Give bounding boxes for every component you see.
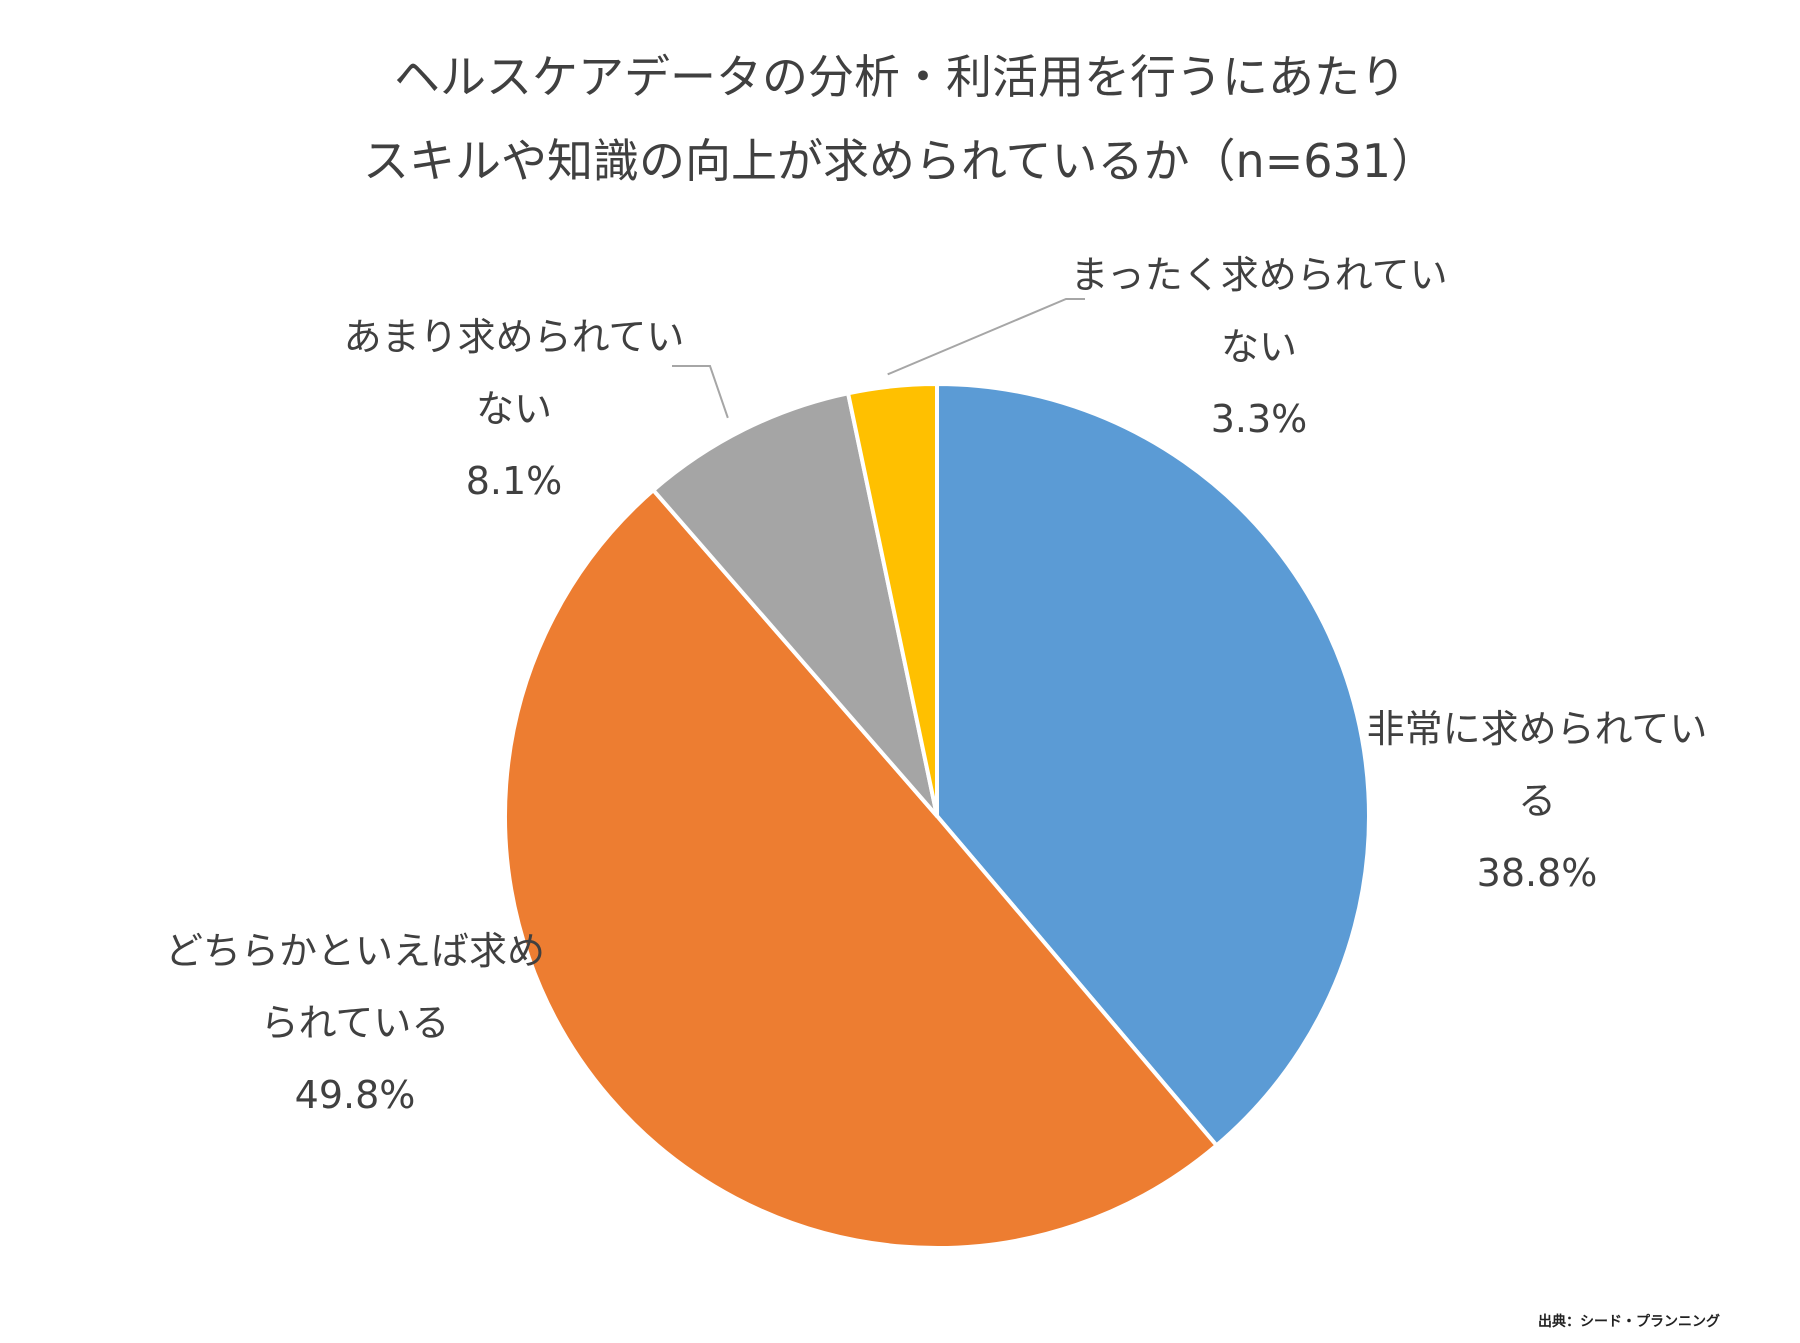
chart-title-line-2: スキルや知識の向上が求められているか（n=631） xyxy=(362,134,1438,188)
pie-slice-1 xyxy=(502,488,1219,1251)
slice-category-label-2: あまり求められてい xyxy=(344,315,685,359)
slice-value-label-3: 3.3% xyxy=(1211,397,1308,441)
slice-category-label-0: る xyxy=(1518,779,1556,823)
slice-category-label-1: どちらかといえば求め xyxy=(165,929,545,973)
source-note: 出典：シード・プランニング xyxy=(1538,1314,1720,1330)
slice-category-label-1: られている xyxy=(261,1001,450,1045)
slice-value-label-2: 8.1% xyxy=(466,459,563,503)
chart-title-line-1: ヘルスケアデータの分析・利活用を行うにあたり xyxy=(394,50,1406,104)
slice-category-label-3: ない xyxy=(1221,325,1297,369)
slice-category-label-3: まったく求められてい xyxy=(1070,253,1447,297)
leader-line-3 xyxy=(887,298,1085,376)
slice-value-label-0: 38.8% xyxy=(1477,851,1598,895)
leader-line-2 xyxy=(672,365,729,419)
slice-category-label-2: ない xyxy=(476,387,552,431)
pie-slice-0 xyxy=(935,382,1371,1148)
slice-value-label-1: 49.8% xyxy=(295,1073,416,1117)
leader-lines xyxy=(672,298,1085,419)
pie-slice-3 xyxy=(846,382,939,818)
slice-category-label-0: 非常に求められてい xyxy=(1367,707,1708,751)
pie-slices xyxy=(502,382,1371,1251)
pie-slice-2 xyxy=(651,391,939,818)
